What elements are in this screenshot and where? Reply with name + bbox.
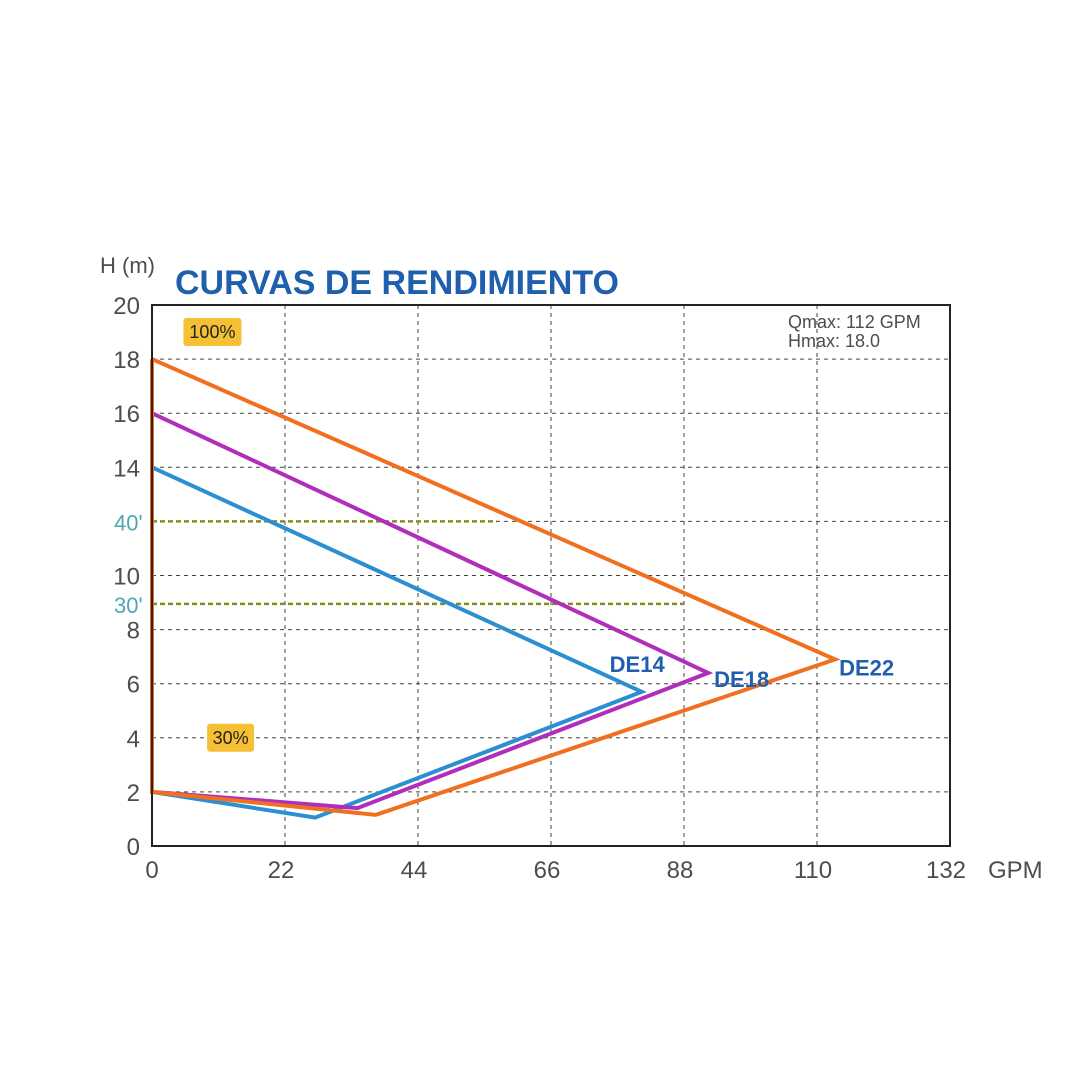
y-tick-label-0: 0 xyxy=(127,834,140,861)
x-tick-labels: 0 22 44 66 88 110 132 xyxy=(145,857,966,884)
series-label-de18: DE18 xyxy=(714,667,769,692)
y-axis-label: H (m) xyxy=(100,253,155,278)
y-tick-labels: 0 2 4 6 8 10 14 16 18 20 xyxy=(113,293,140,861)
x-tick-label-132: 132 xyxy=(926,857,966,884)
y-tick-label-2: 2 xyxy=(127,780,140,807)
reference-label-1: 30' xyxy=(114,593,143,618)
reference-lines: 40' 30' xyxy=(114,510,684,618)
y-tick-label-6: 6 xyxy=(127,672,140,699)
x-tick-label-110: 110 xyxy=(794,857,832,884)
badges: 100% 30% xyxy=(183,318,255,752)
series-labels: DE14 DE18 DE22 xyxy=(610,652,895,692)
series-label-de22: DE22 xyxy=(839,655,894,680)
series-label-de14: DE14 xyxy=(610,652,666,677)
x-tick-label-66: 66 xyxy=(534,857,561,884)
qmax-note: Qmax: 112 GPM xyxy=(788,312,921,332)
badge-label-1: 30% xyxy=(213,728,249,748)
x-tick-label-0: 0 xyxy=(145,857,158,884)
plot-frame xyxy=(151,304,951,847)
x-tick-label-88: 88 xyxy=(667,857,694,884)
hmax-note: Hmax: 18.0 xyxy=(788,331,880,351)
x-tick-label-22: 22 xyxy=(268,857,295,884)
y-tick-label-18: 18 xyxy=(113,347,140,374)
reference-label-0: 40' xyxy=(114,510,143,535)
badge-box-0 xyxy=(183,318,242,347)
y-tick-label-20: 20 xyxy=(113,293,140,320)
chart-title: CURVAS DE RENDIMIENTO xyxy=(175,264,619,302)
badge-label-0: 100% xyxy=(189,322,235,342)
y-tick-label-16: 16 xyxy=(113,401,140,428)
x-tick-label-44: 44 xyxy=(401,857,428,884)
y-tick-label-14: 14 xyxy=(113,455,140,482)
y-tick-label-4: 4 xyxy=(127,726,140,753)
badge-box-1 xyxy=(207,723,255,752)
grid xyxy=(152,305,950,846)
y-tick-label-8: 8 xyxy=(127,618,140,645)
x-axis-label: GPM xyxy=(988,857,1043,884)
y-tick-label-10: 10 xyxy=(113,564,140,591)
